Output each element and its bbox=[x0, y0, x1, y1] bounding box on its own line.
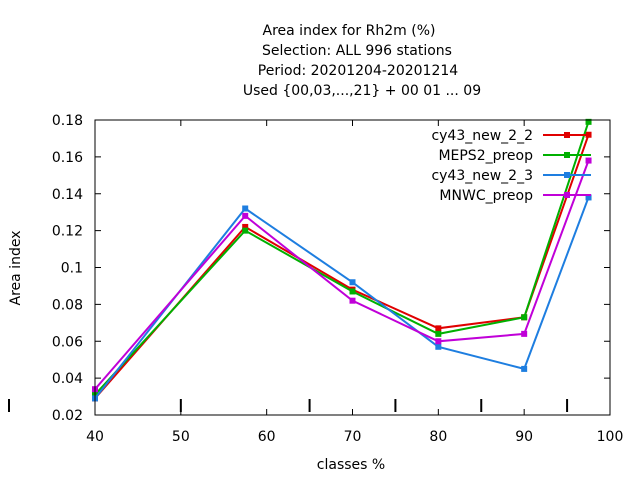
y-tick-label: 0.1 bbox=[61, 261, 83, 277]
y-tick-label: 0.08 bbox=[52, 297, 83, 313]
x-axis-label: classes % bbox=[317, 457, 385, 473]
data-point bbox=[242, 205, 249, 212]
x-tick-label: 80 bbox=[429, 429, 447, 445]
y-tick-label: 0.02 bbox=[52, 408, 83, 424]
series-lines bbox=[92, 118, 592, 402]
data-point bbox=[349, 288, 356, 295]
legend-marker bbox=[564, 152, 570, 158]
data-point bbox=[435, 343, 442, 350]
data-point bbox=[349, 279, 356, 286]
y-tick-label: 0.12 bbox=[52, 224, 83, 240]
title-line-3: Period: 20201204-20201214 bbox=[258, 63, 458, 79]
data-point bbox=[585, 194, 592, 201]
legend-label: cy43_new_2_3 bbox=[431, 168, 533, 184]
y-tick-label: 0.16 bbox=[52, 150, 83, 166]
x-tick-label: 50 bbox=[172, 429, 190, 445]
data-point bbox=[435, 338, 442, 345]
data-point bbox=[585, 157, 592, 164]
title-line-4: Used {00,03,...,21} + 00 01 ... 09 bbox=[243, 83, 481, 99]
x-tick-label: 100 bbox=[597, 429, 624, 445]
series-line bbox=[94, 160, 590, 390]
y-tick-label: 0.06 bbox=[52, 334, 83, 350]
y-axis-label: Area index bbox=[8, 231, 24, 306]
x-tick-label: 60 bbox=[258, 429, 276, 445]
legend: cy43_new_2_2 MEPS2_preop cy43_new_2_3 MNWC_… bbox=[431, 128, 591, 204]
title-line-2: Selection: ALL 996 stations bbox=[262, 43, 452, 59]
legend-label: MEPS2_preop bbox=[438, 148, 533, 164]
data-point bbox=[242, 223, 249, 230]
legend-marker bbox=[564, 172, 570, 178]
data-point bbox=[521, 330, 528, 337]
y-tick-label: 0.18 bbox=[52, 113, 83, 129]
data-point bbox=[521, 314, 528, 321]
y-tick-label: 0.04 bbox=[52, 371, 83, 387]
data-point bbox=[349, 297, 356, 304]
legend-label: cy43_new_2_2 bbox=[431, 128, 533, 144]
plot-frame bbox=[94, 119, 611, 416]
legend-label: MNWC_preop bbox=[439, 188, 533, 204]
y-tick-label: 0.14 bbox=[52, 187, 83, 203]
title-line-1: Area index for Rh2m (%) bbox=[263, 23, 436, 39]
legend-marker bbox=[564, 132, 570, 138]
data-point bbox=[242, 212, 249, 219]
legend-marker bbox=[564, 192, 570, 198]
series-line bbox=[94, 121, 590, 396]
x-tick-label: 40 bbox=[86, 429, 104, 445]
x-tick-label: 90 bbox=[515, 429, 533, 445]
data-point bbox=[521, 365, 528, 372]
series-line bbox=[94, 197, 590, 400]
data-point bbox=[435, 330, 442, 337]
chart-title: Area index for Rh2m (%) Selection: ALL 9… bbox=[243, 23, 481, 99]
data-point bbox=[585, 118, 592, 125]
x-tick-label: 70 bbox=[344, 429, 362, 445]
data-point bbox=[242, 227, 249, 234]
data-point bbox=[435, 325, 442, 332]
